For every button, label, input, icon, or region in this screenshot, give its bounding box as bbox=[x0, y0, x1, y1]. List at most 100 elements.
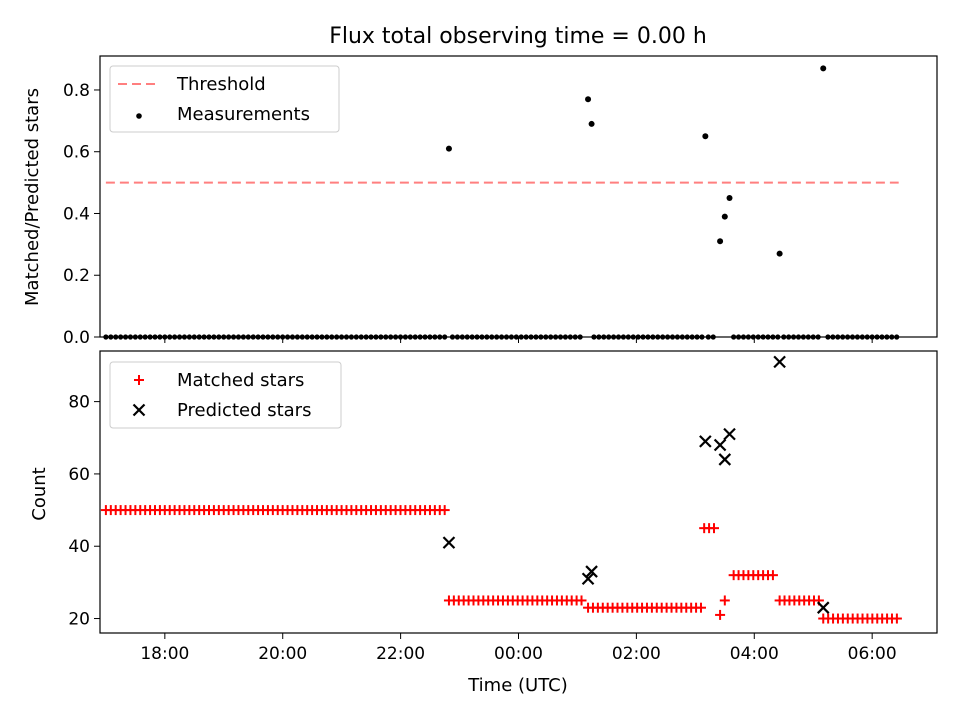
measurement-point bbox=[392, 334, 399, 340]
measurement-point bbox=[309, 334, 315, 340]
x-tick-label: 06:00 bbox=[848, 644, 897, 664]
measurement-point bbox=[640, 334, 646, 340]
measurement-point bbox=[383, 334, 389, 340]
measurement-point bbox=[373, 334, 379, 340]
measurement-point bbox=[402, 334, 409, 340]
measurement-point bbox=[800, 334, 806, 340]
measurement-point bbox=[620, 334, 627, 340]
measurement-point bbox=[353, 334, 359, 340]
measurement-point bbox=[484, 334, 490, 340]
predicted-point bbox=[713, 438, 727, 452]
bottom-y-axis-label: Count bbox=[29, 467, 50, 520]
legend-measurements-swatch bbox=[136, 113, 142, 119]
measurement-point bbox=[338, 334, 345, 340]
measurement-point bbox=[548, 334, 554, 340]
measurement-point bbox=[294, 334, 300, 340]
measurement-point bbox=[270, 334, 276, 340]
measurement-point bbox=[538, 334, 544, 340]
predicted-point bbox=[442, 536, 456, 549]
y-tick-label: 60 bbox=[68, 465, 90, 485]
y-tick-label: 0.4 bbox=[63, 204, 90, 224]
measurement-point bbox=[181, 334, 188, 340]
measurement-point bbox=[432, 334, 438, 340]
measurement-point bbox=[864, 334, 870, 340]
measurement-point bbox=[172, 334, 178, 340]
measurement-point bbox=[260, 334, 266, 340]
measurement-point bbox=[314, 334, 320, 340]
y-tick-label: 0.8 bbox=[63, 81, 90, 101]
y-tick-label: 80 bbox=[68, 393, 90, 413]
x-tick-label: 00:00 bbox=[494, 644, 543, 664]
y-tick-label: 40 bbox=[68, 537, 90, 557]
measurement-point bbox=[363, 334, 369, 340]
measurement-point bbox=[694, 334, 700, 340]
measurement-point bbox=[299, 334, 305, 340]
measurement-point bbox=[840, 334, 846, 340]
x-tick-label: 22:00 bbox=[376, 644, 425, 664]
measurement-point bbox=[152, 334, 158, 340]
measurement-point bbox=[167, 334, 173, 340]
legend-matched-label: Matched stars bbox=[177, 370, 304, 391]
measurement-point bbox=[645, 334, 651, 340]
measurement-point bbox=[162, 334, 168, 340]
measurement-point bbox=[235, 334, 242, 340]
legend-predicted-label: Predicted stars bbox=[177, 400, 311, 421]
measurement-point bbox=[655, 334, 661, 340]
y-tick-label: 0.0 bbox=[63, 328, 90, 348]
measurement-point bbox=[820, 65, 827, 72]
measurement-point bbox=[201, 334, 207, 340]
measurement-point bbox=[191, 334, 197, 340]
measurement-point bbox=[894, 334, 900, 340]
measurement-point bbox=[437, 334, 443, 340]
measurement-point bbox=[830, 334, 836, 340]
measurement-point bbox=[710, 334, 716, 340]
measurement-point bbox=[348, 334, 354, 340]
measurement-point bbox=[498, 334, 505, 340]
measurement-point bbox=[591, 334, 597, 340]
measurement-point bbox=[113, 334, 119, 340]
measurement-point bbox=[329, 334, 335, 340]
measurement-point bbox=[755, 334, 761, 340]
measurement-point bbox=[479, 334, 485, 340]
measurement-point bbox=[245, 334, 251, 340]
measurement-point bbox=[226, 334, 232, 340]
measurement-point bbox=[449, 334, 456, 340]
legend-box bbox=[109, 65, 340, 133]
legend-matched-swatch bbox=[134, 375, 144, 385]
measurement-point bbox=[147, 334, 153, 340]
measurement-point bbox=[230, 334, 237, 340]
measurement-point bbox=[422, 334, 428, 340]
measurement-point bbox=[630, 334, 636, 340]
measurement-point bbox=[815, 334, 821, 340]
measurement-point bbox=[464, 334, 470, 340]
measurement-point bbox=[378, 334, 384, 340]
measurement-point bbox=[122, 334, 129, 340]
measurement-point bbox=[776, 250, 783, 257]
measurement-point bbox=[699, 334, 705, 340]
matched-point bbox=[891, 613, 902, 624]
marker-d2 bbox=[442, 536, 456, 549]
measurement-point bbox=[664, 334, 671, 340]
measurement-point bbox=[679, 334, 685, 340]
measurement-point bbox=[523, 334, 529, 340]
measurement-point bbox=[211, 334, 217, 340]
matched-point bbox=[715, 609, 726, 620]
measurement-point bbox=[790, 334, 797, 340]
measurement-point bbox=[474, 334, 480, 340]
matched-point bbox=[708, 523, 719, 534]
legend-predicted-swatch bbox=[132, 403, 146, 417]
measurement-point bbox=[765, 334, 771, 340]
measurement-point bbox=[240, 334, 246, 340]
matched-point bbox=[719, 595, 730, 606]
matched-point bbox=[695, 602, 706, 613]
marker-d2 bbox=[132, 403, 146, 417]
x-tick-label: 02:00 bbox=[612, 644, 661, 664]
measurement-point bbox=[786, 334, 792, 340]
measurement-point bbox=[702, 133, 709, 140]
measurement-point bbox=[324, 334, 330, 340]
measurement-point bbox=[469, 334, 475, 340]
measurement-point bbox=[518, 334, 524, 340]
measurement-point bbox=[216, 334, 222, 340]
marker-d2 bbox=[723, 427, 736, 441]
